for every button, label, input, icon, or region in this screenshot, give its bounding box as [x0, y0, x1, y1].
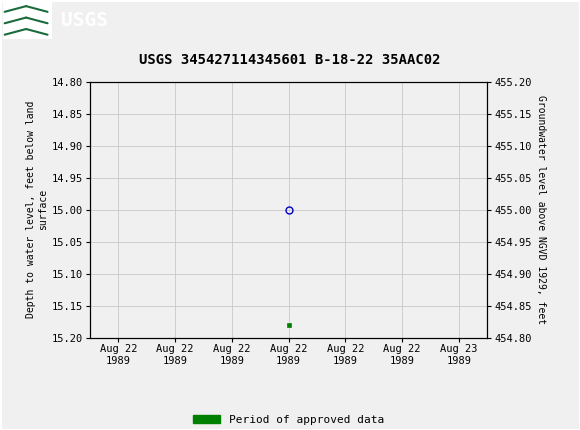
- Y-axis label: Depth to water level, feet below land
surface: Depth to water level, feet below land su…: [26, 101, 48, 318]
- Y-axis label: Groundwater level above NGVD 1929, feet: Groundwater level above NGVD 1929, feet: [536, 95, 546, 324]
- Legend: Period of approved data: Period of approved data: [188, 410, 389, 429]
- Text: USGS 345427114345601 B-18-22 35AAC02: USGS 345427114345601 B-18-22 35AAC02: [139, 52, 441, 67]
- Text: USGS: USGS: [61, 11, 108, 30]
- Bar: [3, 2, 52, 39]
